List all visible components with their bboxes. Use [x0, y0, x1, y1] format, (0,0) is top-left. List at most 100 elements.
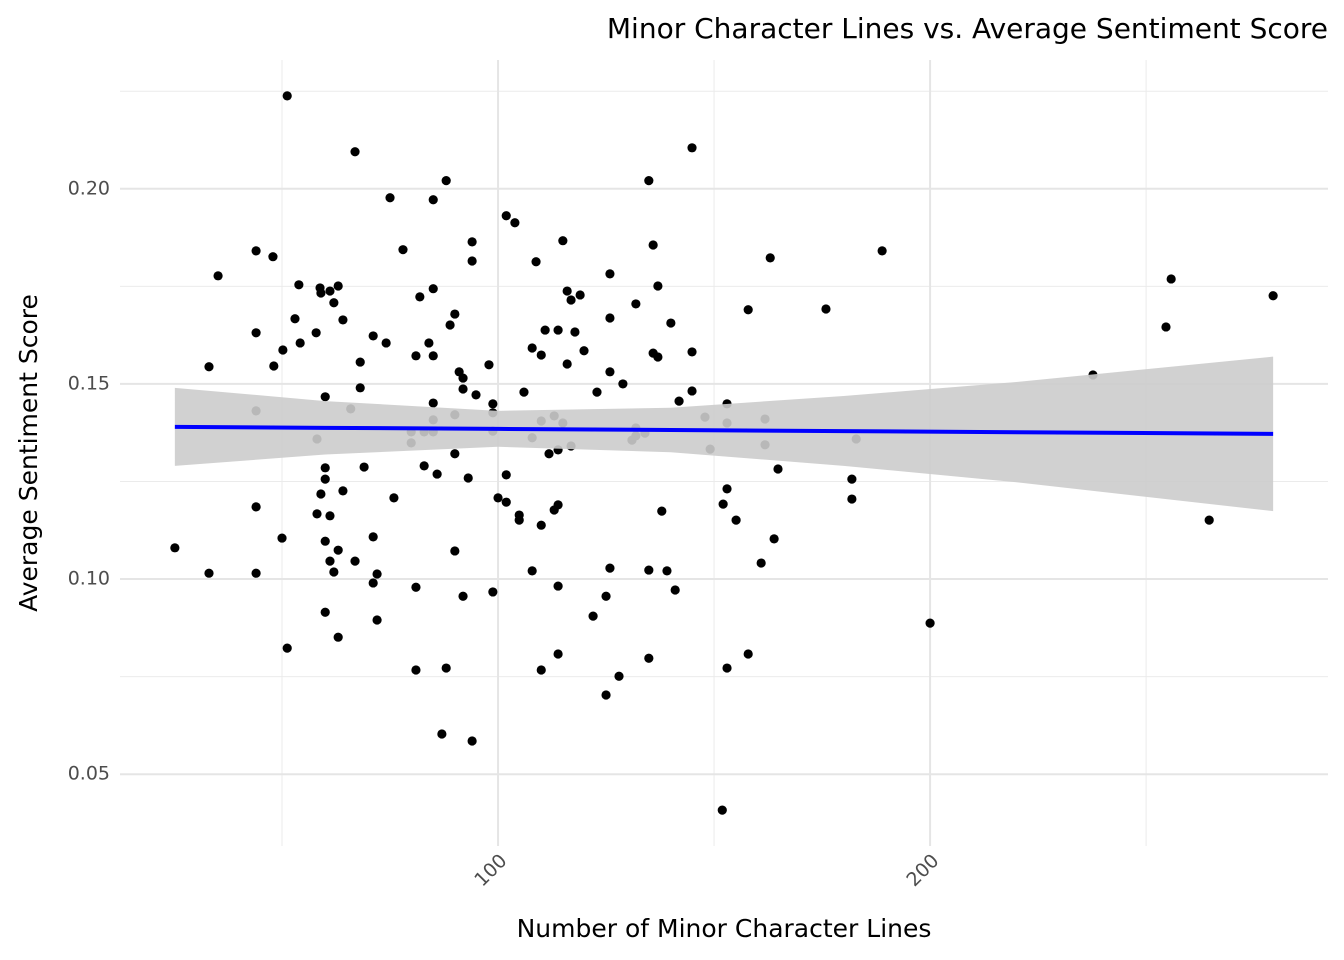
point: [338, 315, 348, 325]
point: [519, 387, 529, 397]
point: [368, 578, 378, 588]
point: [213, 271, 223, 281]
point: [428, 284, 438, 294]
point: [662, 566, 672, 576]
point: [290, 314, 300, 324]
point: [282, 91, 292, 101]
point: [350, 147, 360, 157]
point: [769, 534, 779, 544]
point: [536, 520, 546, 530]
point: [325, 511, 335, 521]
point: [1161, 322, 1171, 332]
point: [1268, 291, 1278, 301]
point: [437, 729, 447, 739]
point: [450, 449, 460, 459]
point: [467, 256, 477, 266]
point: [687, 347, 697, 357]
point: [847, 474, 857, 484]
point: [687, 143, 697, 153]
point: [450, 546, 460, 556]
point: [325, 556, 335, 566]
point: [765, 253, 775, 263]
point: [570, 327, 580, 337]
point: [350, 556, 360, 566]
point: [501, 211, 511, 221]
point: [389, 493, 399, 503]
point: [251, 246, 261, 256]
point: [333, 632, 343, 642]
point: [294, 280, 304, 290]
point: [368, 331, 378, 341]
point: [670, 585, 680, 595]
point: [558, 236, 568, 246]
point: [471, 390, 481, 400]
point: [536, 665, 546, 675]
point: [312, 509, 322, 519]
point: [722, 484, 732, 494]
point: [251, 568, 261, 578]
point: [372, 615, 382, 625]
point: [368, 532, 378, 542]
point: [411, 582, 421, 592]
point: [553, 325, 563, 335]
point: [484, 360, 494, 370]
point: [653, 352, 663, 362]
point: [544, 449, 554, 459]
point: [553, 500, 563, 510]
point: [756, 558, 766, 568]
point: [657, 506, 667, 516]
point: [618, 379, 628, 389]
point: [925, 618, 935, 628]
point: [411, 351, 421, 361]
point: [428, 195, 438, 205]
point: [527, 343, 537, 353]
point: [566, 295, 576, 305]
point: [385, 193, 395, 203]
point: [381, 338, 391, 348]
point: [674, 396, 684, 406]
point: [644, 653, 654, 663]
point: [338, 486, 348, 496]
point: [445, 320, 455, 330]
point: [722, 663, 732, 673]
point: [644, 175, 654, 186]
point: [605, 269, 615, 279]
point: [717, 805, 727, 815]
point: [514, 515, 524, 525]
y-tick-label: 0.15: [68, 372, 110, 394]
point: [553, 649, 563, 659]
point: [605, 313, 615, 323]
point: [601, 690, 611, 700]
point: [329, 298, 339, 308]
point: [510, 218, 520, 228]
point: [441, 663, 451, 673]
point: [441, 175, 451, 186]
point: [316, 489, 326, 499]
point: [428, 351, 438, 361]
point: [553, 581, 563, 591]
point: [333, 545, 343, 555]
point: [415, 292, 425, 302]
point: [277, 533, 287, 543]
point: [325, 286, 335, 296]
point: [527, 566, 537, 576]
point: [251, 328, 261, 338]
point: [458, 384, 468, 394]
point: [204, 568, 214, 578]
point: [329, 567, 339, 577]
point: [458, 373, 468, 383]
y-tick-label: 0.20: [68, 177, 110, 199]
point: [718, 499, 728, 509]
point: [269, 361, 279, 371]
x-tick-label: 100: [470, 850, 511, 891]
point: [419, 461, 429, 471]
point: [450, 309, 460, 319]
point: [251, 502, 261, 512]
point: [320, 607, 330, 617]
point: [562, 286, 572, 296]
point: [467, 736, 477, 746]
point: [648, 240, 658, 250]
point: [1166, 274, 1176, 284]
point: [320, 392, 330, 402]
